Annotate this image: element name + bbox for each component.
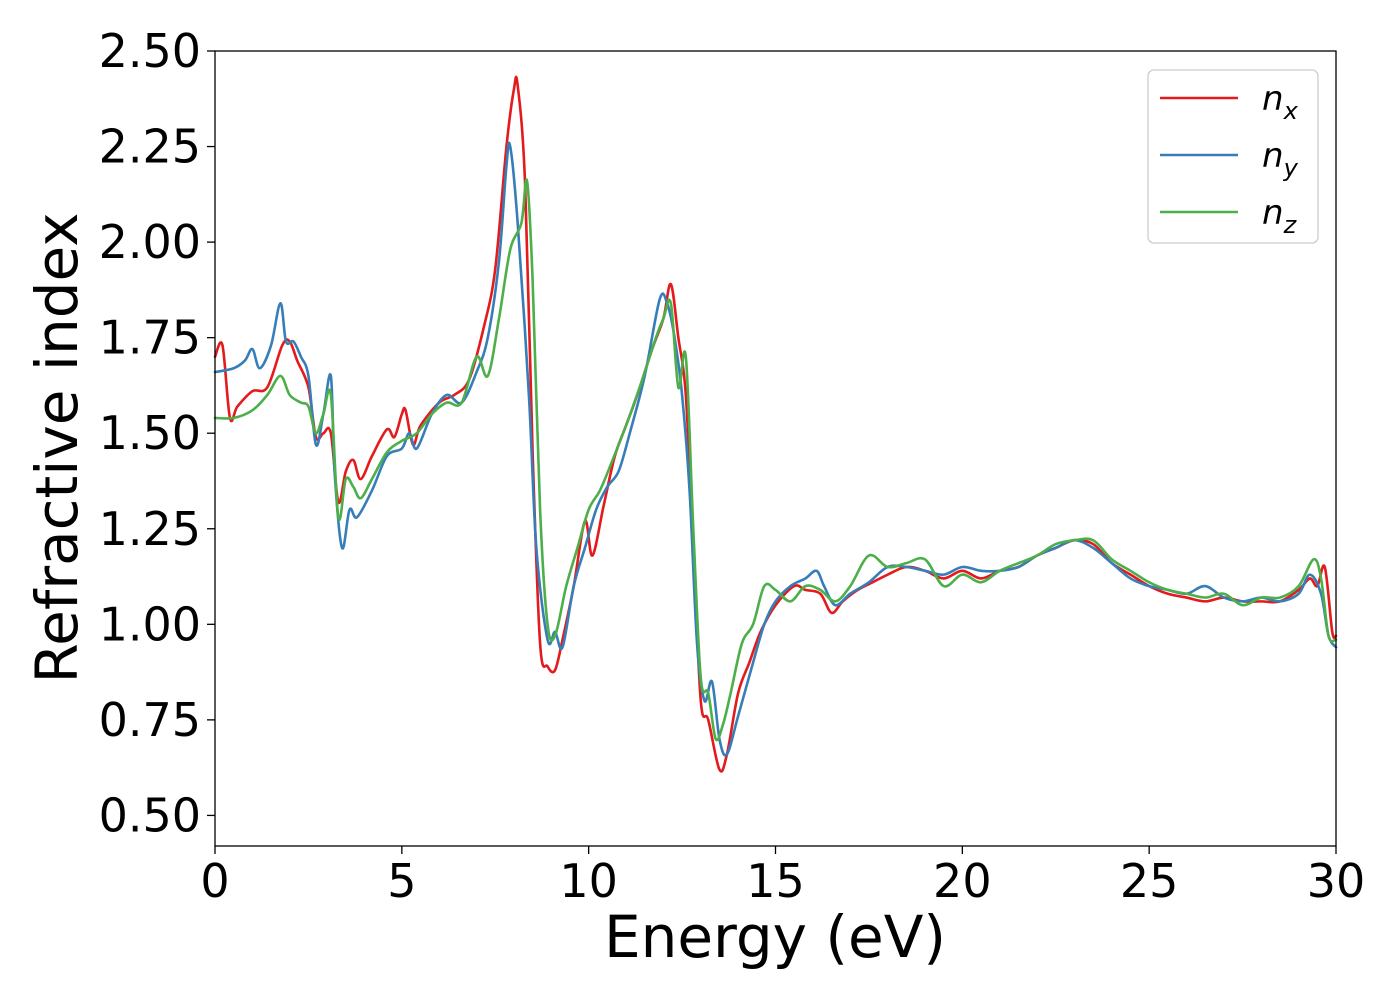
y-tick-label: 2.25 bbox=[99, 120, 201, 174]
y-tick-label: 0.50 bbox=[99, 788, 201, 842]
x-tick-label: 20 bbox=[933, 854, 992, 908]
y-axis: 0.50 0.75 1.00 1.25 1.50 1.75 2.00 2.25 2.50 bbox=[99, 24, 215, 842]
x-axis-title: Energy (eV) bbox=[604, 903, 946, 971]
x-tick-label: 5 bbox=[387, 854, 416, 908]
series-layer bbox=[213, 75, 1338, 773]
series-line-n-z bbox=[213, 178, 1338, 742]
x-tick-label: 15 bbox=[746, 854, 805, 908]
y-tick-label: 2.50 bbox=[99, 24, 201, 78]
x-tick-label: 0 bbox=[200, 854, 229, 908]
x-tick-label: 30 bbox=[1307, 854, 1366, 908]
y-tick-label: 1.75 bbox=[99, 311, 201, 365]
x-axis: 0 5 10 15 20 25 30 bbox=[200, 846, 1365, 908]
x-tick-label: 25 bbox=[1120, 854, 1179, 908]
y-tick-label: 1.50 bbox=[99, 406, 201, 460]
y-tick-label: 2.00 bbox=[99, 215, 201, 269]
y-tick-label: 1.00 bbox=[99, 597, 201, 651]
y-axis-title: Refractive index bbox=[23, 212, 91, 683]
legend-frame bbox=[1147, 69, 1319, 244]
y-tick-label: 1.25 bbox=[99, 502, 201, 556]
x-tick-label: 10 bbox=[559, 854, 618, 908]
series-line-n-y bbox=[213, 141, 1338, 757]
y-tick-label: 0.75 bbox=[99, 693, 201, 747]
